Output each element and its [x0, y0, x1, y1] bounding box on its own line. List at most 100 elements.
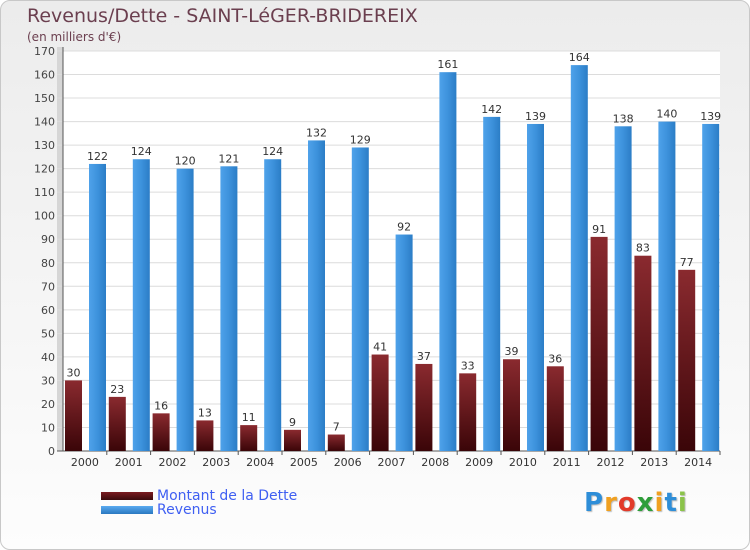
x-tick-label: 2006: [334, 456, 362, 469]
bar-revenus: [395, 234, 413, 451]
y-tick-label: 40: [41, 351, 55, 364]
y-tick-label: 50: [41, 327, 55, 340]
data-label-revenus: 132: [306, 126, 327, 139]
logo-letter: x: [636, 488, 655, 518]
y-tick-label: 70: [41, 280, 55, 293]
bar-revenus: [89, 163, 106, 452]
data-label-revenus: 124: [131, 145, 152, 158]
bar-revenus: [570, 65, 588, 451]
bar-revenus: [527, 123, 544, 452]
bar-revenus: [308, 140, 325, 452]
x-tick-label: 2000: [71, 456, 99, 469]
bar-revenus: [702, 123, 720, 452]
data-label-revenus: 139: [525, 110, 546, 123]
data-label-dette: 23: [110, 383, 124, 396]
y-tick-label: 0: [48, 445, 55, 458]
data-label-dette: 13: [198, 406, 212, 419]
data-label-dette: 83: [636, 242, 650, 255]
bar-revenus: [220, 166, 238, 451]
proxiti-logo: Proxiti: [584, 488, 688, 518]
bar-dette: [415, 363, 433, 451]
data-label-revenus: 161: [437, 58, 458, 71]
bar-dette: [546, 366, 564, 451]
logo-letter: i: [677, 488, 688, 518]
bar-dette: [678, 269, 696, 451]
x-tick-label: 2011: [553, 456, 581, 469]
bar-dette: [196, 420, 214, 451]
x-tick-label: 2007: [378, 456, 406, 469]
data-label-revenus: 140: [656, 108, 677, 121]
y-tick-label: 130: [34, 139, 55, 152]
bar-dette: [152, 413, 170, 451]
data-label-revenus: 122: [87, 150, 108, 163]
bar-dette: [459, 373, 477, 451]
y-tick-label: 90: [41, 233, 55, 246]
x-tick-label: 2010: [509, 456, 537, 469]
bar-dette: [284, 429, 301, 451]
y-tick-label: 30: [41, 374, 55, 387]
data-label-revenus: 121: [218, 152, 239, 165]
x-tick-label: 2009: [465, 456, 493, 469]
data-label-dette: 16: [154, 399, 168, 412]
logo-letter: r: [604, 488, 618, 518]
y-tick-label: 60: [41, 304, 55, 317]
x-tick-label: 2013: [640, 456, 668, 469]
x-tick-label: 2008: [421, 456, 449, 469]
x-tick-label: 2004: [246, 456, 274, 469]
data-label-dette: 39: [505, 345, 519, 358]
data-label-dette: 91: [592, 223, 606, 236]
data-label-dette: 9: [289, 416, 296, 429]
legend-item-dette: Montant de la Dette: [101, 488, 297, 504]
logo-letter: t: [664, 488, 678, 518]
bar-revenus: [176, 168, 194, 451]
y-tick-label: 10: [41, 421, 55, 434]
data-label-revenus: 142: [481, 103, 502, 116]
data-label-revenus: 138: [613, 112, 634, 125]
bar-revenus: [658, 121, 676, 452]
chart-title: Revenus/Dette - SAINT-LéGER-BRIDEREIX: [27, 5, 418, 27]
bar-revenus: [614, 126, 632, 451]
data-label-revenus: 164: [569, 51, 590, 64]
bar-revenus: [439, 72, 457, 452]
x-tick-label: 2005: [290, 456, 318, 469]
bar-revenus: [483, 116, 501, 451]
data-label-dette: 41: [373, 341, 387, 354]
data-label-revenus: 129: [350, 133, 371, 146]
logo-letter: o: [617, 488, 637, 518]
bar-revenus: [132, 159, 150, 451]
y-tick-label: 170: [34, 45, 55, 58]
data-label-dette: 33: [461, 359, 475, 372]
bar-revenus: [351, 147, 369, 451]
x-tick-label: 2003: [202, 456, 230, 469]
logo-letter: P: [584, 488, 605, 518]
y-tick-label: 120: [34, 163, 55, 176]
data-label-revenus: 120: [175, 155, 196, 168]
bar-dette: [371, 354, 389, 451]
bar-dette: [503, 359, 520, 451]
chart-subtitle: (en milliers d'€): [27, 30, 122, 44]
bar-dette: [108, 396, 126, 451]
x-tick-label: 2001: [115, 456, 143, 469]
data-label-revenus: 139: [700, 110, 721, 123]
bar-dette: [65, 380, 82, 451]
bar-dette: [240, 425, 258, 451]
data-label-revenus: 124: [262, 145, 283, 158]
data-label-revenus: 92: [397, 221, 411, 234]
x-tick-label: 2002: [159, 456, 187, 469]
y-tick-label: 100: [34, 210, 55, 223]
x-tick-label: 2014: [684, 456, 712, 469]
plot-area: [63, 51, 720, 451]
data-label-dette: 30: [67, 366, 81, 379]
bar-dette: [590, 236, 608, 451]
plot-left-wall: [57, 47, 63, 451]
legend-swatch-dette: [101, 492, 153, 500]
data-label-dette: 7: [333, 421, 340, 434]
data-label-dette: 11: [242, 411, 256, 424]
bar-dette: [634, 255, 652, 451]
data-label-dette: 37: [417, 350, 431, 363]
y-tick-label: 110: [34, 186, 55, 199]
bar-dette: [327, 434, 345, 451]
legend-label-revenus: Revenus: [157, 502, 217, 518]
